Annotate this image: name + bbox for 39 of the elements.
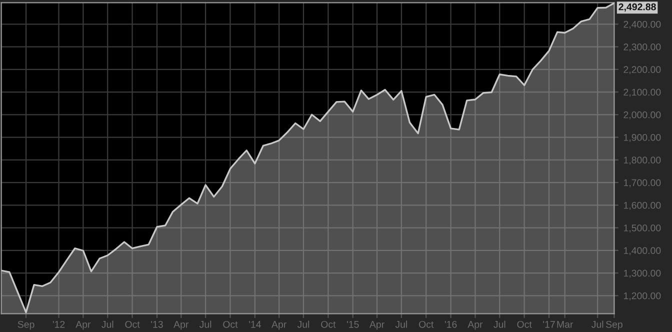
x-tick-label: '13 xyxy=(151,320,163,328)
x-tick-label: Sep xyxy=(18,320,34,330)
x-tick-label: '12 xyxy=(52,320,65,328)
x-tick-label: Oct xyxy=(223,320,238,328)
y-tick-label: 1,400.00 xyxy=(624,247,661,256)
x-tick-label: Apr xyxy=(76,321,91,330)
x-tick-label: Jul xyxy=(592,320,604,328)
y-tick-label: 2,400.00 xyxy=(624,20,661,29)
y-tick-label: 1,200.00 xyxy=(624,292,661,300)
y-tick-label: 2,000.00 xyxy=(624,111,661,120)
x-tick-label: Oct xyxy=(321,320,336,328)
x-tick-label: Jul xyxy=(494,320,506,328)
annotation: 2,492.88 xyxy=(618,3,656,12)
x-tick-label: Jul xyxy=(395,320,407,328)
x-tick-label: Apr xyxy=(272,321,286,330)
y-tick-label: 2,200.00 xyxy=(624,66,661,74)
x-tick-label: Jul xyxy=(297,320,310,328)
x-tick-label: Jul xyxy=(199,320,212,328)
y-tick-label: 1,500.00 xyxy=(624,224,661,233)
x-tick-label: Oct xyxy=(517,320,532,328)
y-tick-label: 1,900.00 xyxy=(624,134,661,142)
x-tick-label: Oct xyxy=(419,320,434,328)
y-tick-label: 2,100.00 xyxy=(624,88,661,97)
y-tick-label: 1,700.00 xyxy=(624,179,661,188)
x-tick-label: Apr xyxy=(468,321,483,330)
x-tick-label: Jul xyxy=(102,320,114,328)
x-tick-label: Sep xyxy=(606,320,622,330)
y-tick-label: 2,300.00 xyxy=(624,44,661,52)
x-tick-label: Apr xyxy=(174,321,189,330)
x-tick-label: Oct xyxy=(125,320,140,328)
y-tick-label: 1,300.00 xyxy=(624,270,661,278)
x-tick-label: '17 xyxy=(543,321,555,328)
x-tick-label: '15 xyxy=(347,321,359,328)
x-tick-label: '14 xyxy=(249,321,261,328)
x-tick-label: '16 xyxy=(444,320,457,328)
x-tick-label: Apr xyxy=(369,321,384,330)
y-tick-label: 1,800.00 xyxy=(624,156,661,165)
y-tick-label: 1,600.00 xyxy=(624,202,661,210)
x-tick-label: Mar xyxy=(557,321,574,328)
